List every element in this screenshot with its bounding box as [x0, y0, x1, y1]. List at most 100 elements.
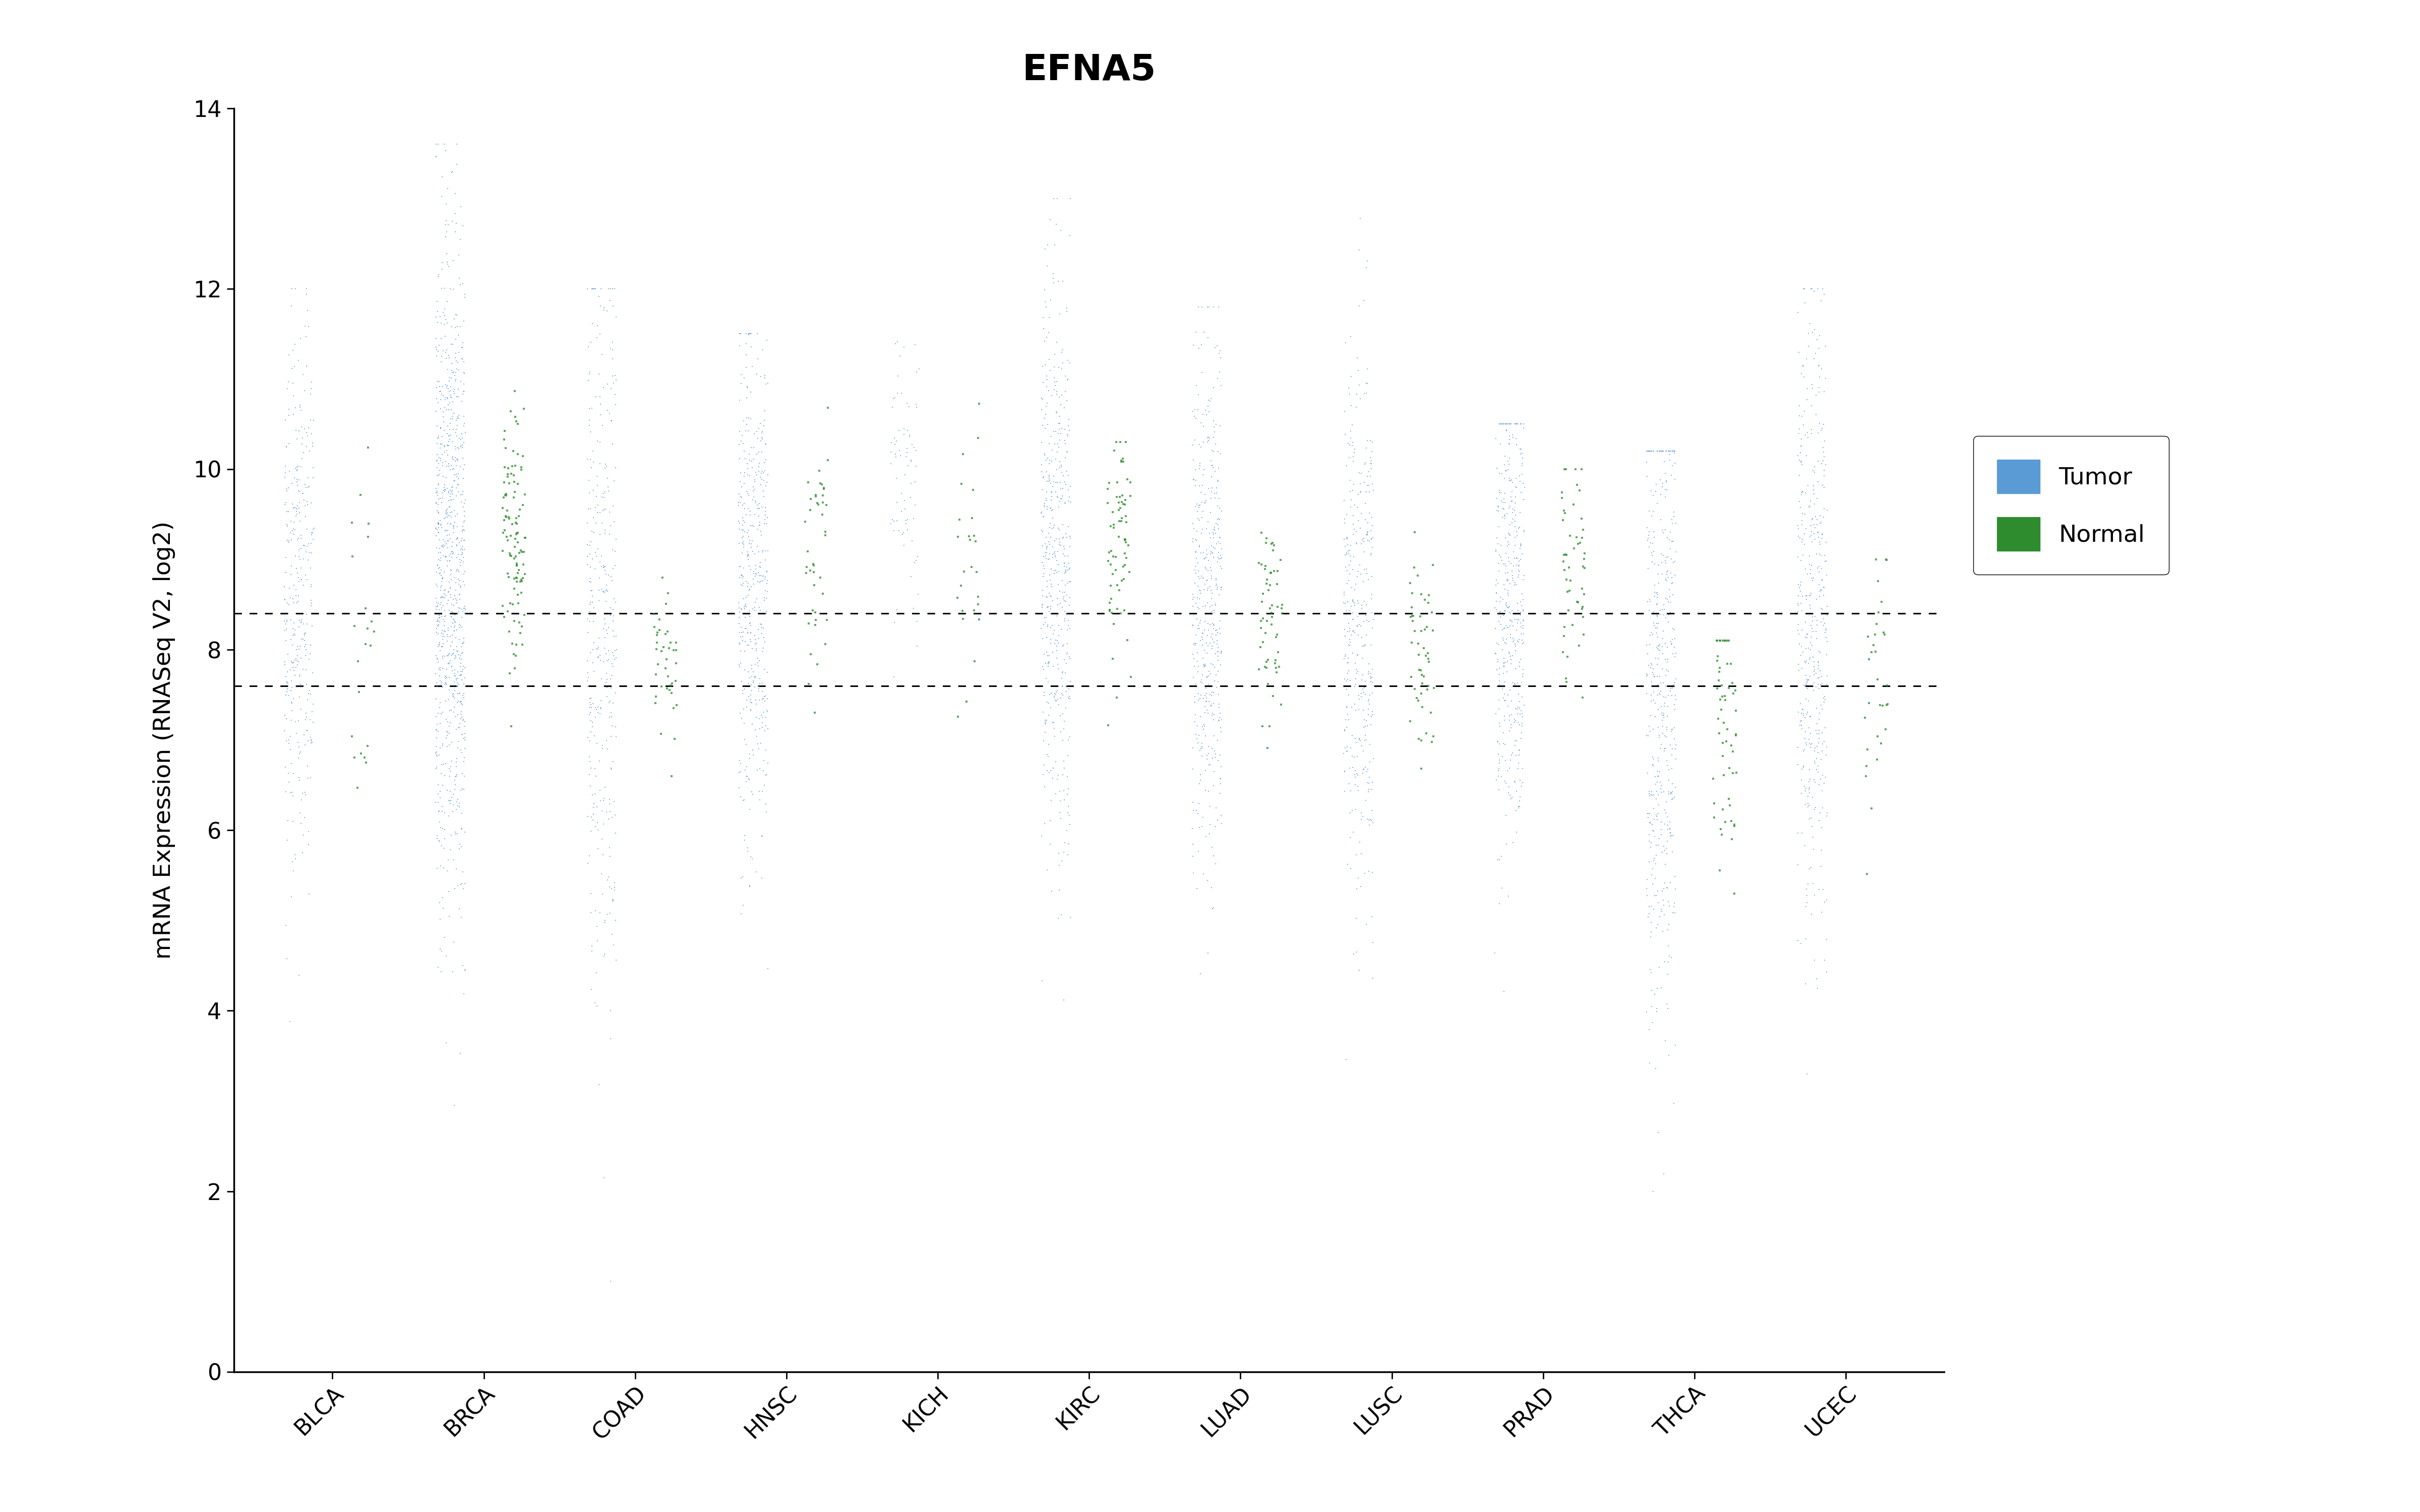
Point [574, 691, 612, 715]
Point [741, 460, 779, 484]
Point [1556, 525, 1595, 549]
Point [583, 485, 622, 510]
Point [743, 467, 782, 491]
Point [1333, 558, 1372, 582]
Point [421, 311, 460, 336]
Point [1798, 520, 1837, 544]
Point [428, 434, 467, 458]
Point [1041, 393, 1079, 417]
Point [590, 691, 629, 715]
Point [1341, 683, 1379, 708]
Point [574, 519, 612, 543]
Point [276, 496, 315, 520]
Point [1179, 491, 1217, 516]
Point [1629, 761, 1667, 785]
Point [346, 750, 385, 774]
Point [440, 195, 479, 219]
Point [583, 481, 622, 505]
Point [281, 608, 319, 632]
Point [728, 322, 767, 346]
Point [641, 618, 680, 643]
Point [1629, 868, 1667, 892]
Point [741, 564, 779, 588]
Point [426, 502, 465, 526]
Point [1643, 841, 1682, 865]
Point [1634, 783, 1672, 807]
Point [1033, 655, 1072, 679]
Point [273, 491, 312, 516]
Point [1028, 744, 1067, 768]
Point [1094, 513, 1133, 537]
Point [271, 553, 310, 578]
Point [1033, 575, 1072, 599]
Point [1179, 606, 1217, 631]
Point [1648, 562, 1687, 587]
Point [1392, 596, 1430, 620]
Point [1481, 411, 1520, 435]
Point [581, 779, 620, 803]
Point [431, 562, 469, 587]
Point [741, 674, 779, 699]
Point [574, 579, 612, 603]
Point [796, 484, 835, 508]
Point [898, 360, 937, 384]
Point [1198, 481, 1237, 505]
Point [1491, 446, 1529, 470]
Point [276, 510, 315, 534]
Point [1191, 575, 1229, 599]
Point [1476, 702, 1515, 726]
Point [421, 891, 460, 915]
Point [443, 482, 482, 507]
Point [428, 454, 467, 478]
Point [1193, 535, 1232, 559]
Point [1800, 541, 1839, 565]
Point [440, 582, 479, 606]
Point [283, 414, 322, 438]
Point [428, 720, 467, 744]
Point [419, 535, 457, 559]
Point [1179, 614, 1217, 638]
Point [1043, 702, 1082, 726]
Point [1181, 815, 1220, 839]
Point [576, 520, 615, 544]
Point [1331, 419, 1370, 443]
Point [745, 567, 784, 591]
Point [1041, 591, 1079, 615]
Point [586, 581, 624, 605]
Point [1179, 801, 1217, 826]
Point [288, 682, 327, 706]
Point [1038, 652, 1077, 676]
Point [1193, 541, 1232, 565]
Point [1026, 494, 1065, 519]
Point [1800, 708, 1839, 732]
Point [736, 541, 774, 565]
Point [443, 426, 482, 451]
Point [1033, 756, 1072, 780]
Point [341, 482, 380, 507]
Point [724, 594, 762, 618]
Point [1481, 668, 1520, 692]
Point [1203, 640, 1241, 664]
Point [1638, 764, 1677, 788]
Point [736, 665, 774, 689]
Point [1808, 603, 1846, 627]
Point [1094, 500, 1133, 525]
Point [1788, 321, 1827, 345]
Point [741, 569, 779, 593]
Point [1781, 702, 1820, 726]
Point [424, 383, 462, 407]
Point [1713, 671, 1752, 696]
Point [486, 482, 525, 507]
Point [438, 384, 477, 408]
Point [424, 257, 462, 281]
Point [724, 564, 762, 588]
Point [278, 499, 317, 523]
Point [443, 519, 482, 543]
Point [499, 511, 537, 535]
Point [421, 668, 460, 692]
Point [1333, 608, 1372, 632]
Point [273, 277, 312, 301]
Point [484, 605, 523, 629]
Point [593, 494, 632, 519]
Point [1779, 404, 1817, 428]
